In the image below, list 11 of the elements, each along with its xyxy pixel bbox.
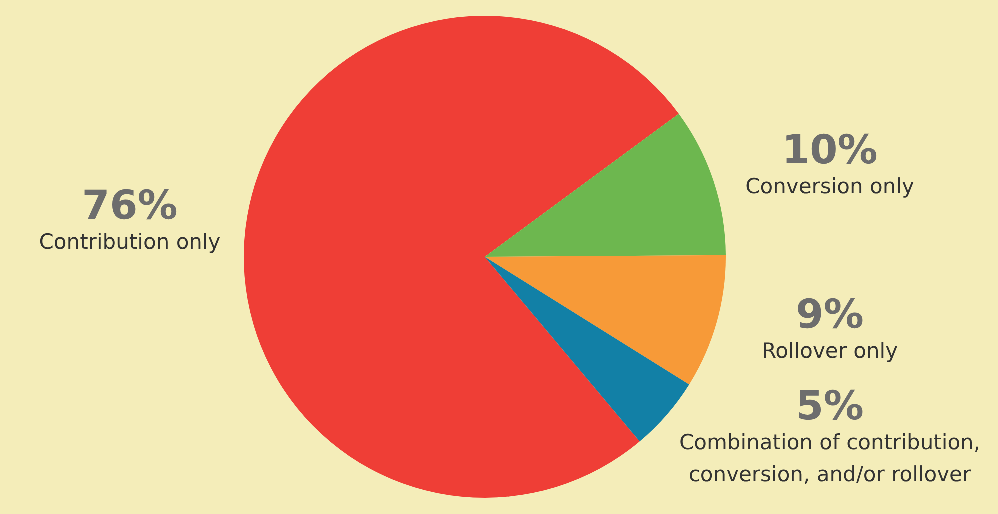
data-label: 10% [782,128,878,174]
data-label: 76% [82,182,178,229]
slice-label: Combination of contribution, conversion, and/or rollover [679,430,981,487]
pie-slice [485,255,726,385]
slice-label: Contribution only [39,230,221,254]
pie-slice [485,114,726,257]
slice-label: Conversion only [746,174,914,199]
pie-slice [244,16,679,498]
data-label: 5% [796,384,864,430]
data-label: 9% [796,292,864,338]
slice-label: Rollover only [762,339,898,364]
